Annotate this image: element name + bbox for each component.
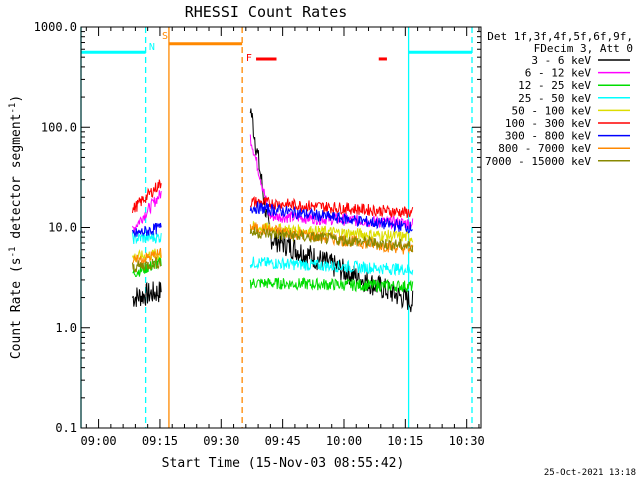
series-line — [132, 281, 162, 307]
x-axis-label: Start Time (15-Nov-03 08:55:42) — [162, 456, 405, 471]
y-axis-label: Count Rate (s-1 detector segment-1) — [8, 95, 24, 359]
series-group — [132, 108, 414, 313]
series-line — [249, 226, 414, 253]
legend-header: FDecim 3, Att 0 — [534, 42, 633, 55]
y-axis-label-part: detector segment — [9, 114, 24, 247]
x-tick-label: 10:30 — [449, 434, 485, 448]
legend-label: 300 - 800 keV — [505, 130, 591, 143]
legend-label: 800 - 7000 keV — [498, 142, 591, 155]
legend-label: 100 - 300 keV — [505, 117, 591, 130]
y-axis-label-part: -1 — [8, 103, 18, 114]
series-line — [132, 222, 162, 238]
y-tick-label: 0.1 — [55, 421, 77, 435]
state-annotation: S — [162, 31, 168, 42]
state-annotation: N — [149, 42, 155, 53]
x-tick-label: 10:00 — [326, 434, 362, 448]
x-tick-label: 09:45 — [265, 434, 301, 448]
series-line — [132, 232, 162, 245]
y-tick-label: 100.0 — [41, 120, 77, 134]
axes: 0.1 1.0 10.0 100.0 1000.0 09:00 09:15 09:30 09:4… — [8, 20, 485, 448]
legend-label: 12 - 25 keV — [518, 79, 591, 92]
footer-date: 25-Oct-2021 13:18 — [544, 468, 636, 478]
series-line — [249, 108, 414, 313]
y-axis-label-part: Count Rate (s — [9, 257, 24, 359]
legend-label: 25 - 50 keV — [518, 92, 591, 105]
series-line — [132, 190, 162, 233]
series-line — [249, 222, 414, 255]
x-tick-label: 09:30 — [203, 434, 239, 448]
y-axis-label-part: -1 — [8, 247, 18, 258]
series-line — [249, 134, 414, 230]
chart-title: RHESSI Count Rates — [185, 3, 348, 21]
legend: Det 1f,3f,4f,5f,6f,9f,FDecim 3, Att 03 -… — [485, 30, 633, 168]
y-axis-label-part: ) — [9, 95, 24, 103]
x-tick-label: 10:15 — [387, 434, 423, 448]
y-tick-label: 1.0 — [55, 321, 77, 335]
series-line — [249, 277, 414, 293]
series-line — [249, 256, 414, 277]
legend-label: 50 - 100 keV — [512, 104, 592, 117]
legend-label: 3 - 6 keV — [531, 54, 591, 67]
legend-label: 6 - 12 keV — [525, 67, 592, 80]
series-line — [132, 257, 162, 273]
legend-header: Det 1f,3f,4f,5f,6f,9f, — [487, 30, 633, 43]
series-line — [249, 195, 414, 218]
x-tick-label: 09:00 — [81, 434, 117, 448]
y-tick-label: 10.0 — [48, 221, 77, 235]
series-line — [132, 179, 162, 213]
x-tick-label: 09:15 — [142, 434, 178, 448]
state-annotation: F — [246, 53, 252, 64]
series-line — [249, 200, 413, 234]
legend-label: 7000 - 15000 keV — [485, 155, 591, 168]
y-tick-label: 1000.0 — [34, 20, 77, 34]
